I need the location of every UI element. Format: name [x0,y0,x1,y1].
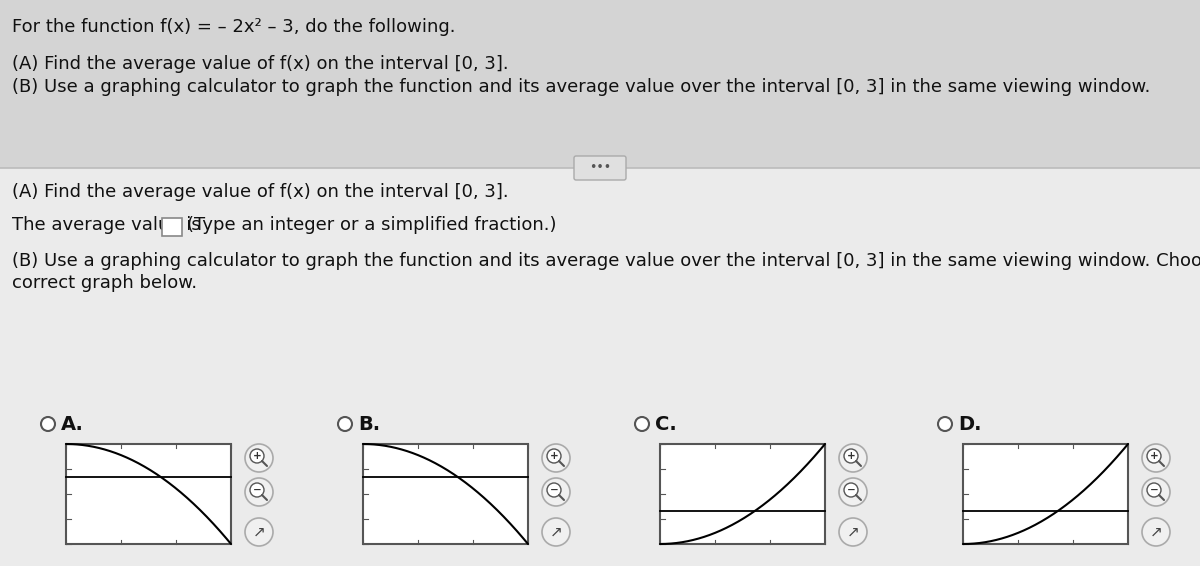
Text: ↗: ↗ [550,525,563,539]
Bar [964,444,1128,544]
Circle shape [844,449,858,463]
Circle shape [839,478,866,506]
Text: (A) Find the average value of f(x) on the interval [0, 3].: (A) Find the average value of f(x) on th… [12,183,509,201]
Text: (B) Use a graphing calculator to graph the function and its average value over t: (B) Use a graphing calculator to graph t… [12,252,1200,270]
Circle shape [547,483,562,497]
Circle shape [542,478,570,506]
Circle shape [547,449,562,463]
Text: correct graph below.: correct graph below. [12,274,197,292]
Circle shape [839,518,866,546]
Text: −: − [550,485,558,495]
Text: +: + [847,451,856,461]
Circle shape [1147,483,1162,497]
Text: (A) Find the average value of f(x) on the interval [0, 3].: (A) Find the average value of f(x) on th… [12,55,509,73]
Circle shape [844,483,858,497]
Circle shape [1142,478,1170,506]
Text: ↗: ↗ [253,525,265,539]
Circle shape [1147,449,1162,463]
Text: For the function f(x) = – 2x² – 3, do the following.: For the function f(x) = – 2x² – 3, do th… [12,18,456,36]
Circle shape [245,518,274,546]
Circle shape [542,518,570,546]
Text: +: + [550,451,558,461]
Circle shape [839,444,866,472]
Circle shape [250,483,264,497]
Text: +: + [1150,451,1158,461]
Bar [0,168,1200,566]
Text: −: − [847,485,856,495]
Circle shape [1142,518,1170,546]
Bar [162,218,182,236]
Bar [66,444,230,544]
Text: +: + [253,451,262,461]
Circle shape [338,417,352,431]
Circle shape [41,417,55,431]
Text: −: − [1150,485,1158,495]
Bar [660,444,826,544]
Text: D.: D. [958,414,982,434]
Text: C.: C. [655,414,677,434]
Text: B.: B. [358,414,380,434]
Circle shape [250,449,264,463]
Text: •••: ••• [589,161,611,174]
Circle shape [245,478,274,506]
Circle shape [1142,444,1170,472]
Circle shape [938,417,952,431]
Circle shape [542,444,570,472]
Text: (B) Use a graphing calculator to graph the function and its average value over t: (B) Use a graphing calculator to graph t… [12,78,1151,96]
Text: ↗: ↗ [847,525,859,539]
Text: A.: A. [61,414,84,434]
Bar [364,444,528,544]
Bar [0,0,1200,168]
Text: The average value is: The average value is [12,216,200,234]
Text: ↗: ↗ [1150,525,1163,539]
Text: −: − [253,485,262,495]
Circle shape [635,417,649,431]
Circle shape [245,444,274,472]
Text: (Type an integer or a simplified fraction.): (Type an integer or a simplified fractio… [187,216,557,234]
FancyBboxPatch shape [574,156,626,180]
